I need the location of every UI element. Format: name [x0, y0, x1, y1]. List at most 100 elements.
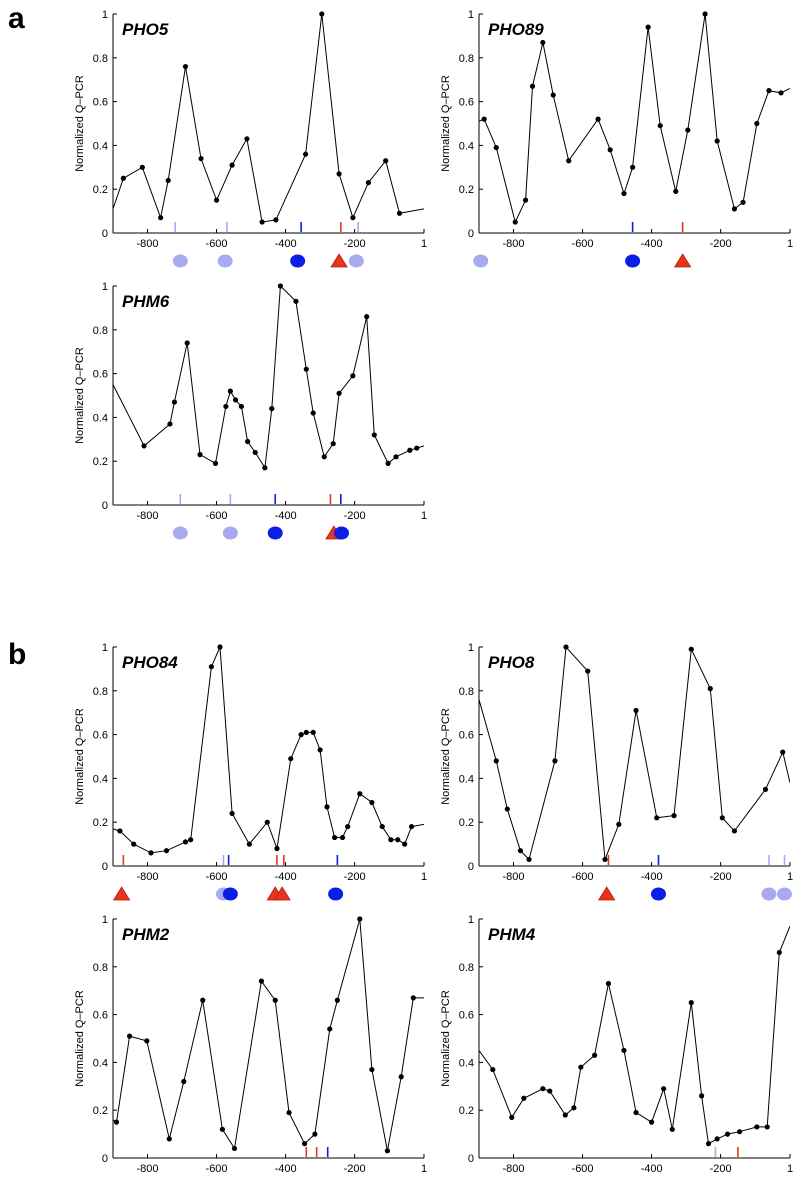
data-point — [252, 449, 258, 456]
y-tick-label: 0.6 — [459, 97, 474, 109]
data-point — [272, 997, 278, 1003]
y-tick-label: 1 — [102, 642, 108, 654]
data-point — [197, 452, 203, 458]
data-point — [269, 406, 275, 412]
data-point — [246, 841, 252, 847]
data-point — [493, 758, 499, 764]
data-point — [273, 217, 279, 223]
y-tick-label: 0.6 — [93, 1010, 108, 1022]
data-point — [705, 1141, 712, 1147]
x-tick-label: 1 — [787, 238, 793, 250]
data-point — [227, 388, 233, 394]
data-point — [365, 180, 372, 186]
data-point — [286, 1109, 292, 1116]
x-tick-label: -400 — [275, 1163, 297, 1175]
data-point — [630, 164, 636, 170]
data-point — [724, 1131, 731, 1137]
chart-title: PHM2 — [122, 925, 170, 944]
x-tick-label: -600 — [206, 510, 228, 522]
data-point — [395, 837, 401, 843]
data-point — [131, 841, 137, 847]
x-tick-label: -800 — [137, 238, 159, 250]
data-point — [217, 644, 223, 650]
data-point — [369, 1066, 375, 1073]
data-point — [669, 1126, 675, 1132]
x-tick-label: -200 — [344, 510, 366, 522]
red-triangle-marker — [673, 253, 692, 268]
data-point — [657, 123, 663, 129]
data-point — [552, 758, 558, 764]
data-point — [645, 24, 651, 30]
series-line — [113, 284, 424, 470]
data-point — [158, 215, 164, 221]
y-tick-label: 0 — [468, 861, 474, 873]
data-point — [231, 1145, 238, 1152]
y-axis-label: Normalized Q–PCR — [74, 347, 86, 444]
data-point — [737, 1129, 743, 1135]
data-point — [126, 1033, 133, 1039]
data-point — [345, 823, 351, 830]
series-line — [479, 645, 790, 861]
data-point — [229, 162, 235, 168]
red-triangle-marker — [330, 253, 348, 268]
data-point — [288, 756, 294, 762]
data-point — [388, 837, 394, 843]
data-point — [321, 454, 327, 460]
y-tick-label: 1 — [468, 9, 474, 21]
data-point — [139, 164, 145, 170]
data-point — [144, 1038, 150, 1044]
data-point — [688, 1000, 694, 1006]
y-tick-label: 0 — [102, 1153, 108, 1165]
data-point — [562, 1112, 568, 1118]
data-point — [165, 177, 171, 184]
data-point — [336, 171, 342, 177]
chart-pho8: 0 0.2 0.4 0.6 0.8 1 -800 -600 -400 -200 1 Normalize… — [440, 642, 793, 901]
data-point — [117, 828, 123, 834]
data-point — [334, 997, 340, 1003]
chart-phm4: 0 0.2 0.4 0.6 0.8 1 -800 -600 -400 -200 1 Normalize… — [440, 914, 793, 1175]
y-tick-label: 1 — [102, 281, 108, 293]
data-point — [317, 747, 323, 753]
data-point — [259, 219, 265, 225]
data-point — [605, 980, 612, 987]
x-tick-label: -400 — [275, 871, 297, 883]
x-tick-label: -600 — [572, 238, 594, 250]
data-point — [167, 421, 173, 427]
data-point — [654, 815, 660, 821]
data-point — [766, 88, 772, 94]
y-tick-label: 0.4 — [93, 140, 108, 152]
y-tick-label: 0.2 — [459, 817, 474, 829]
data-point — [702, 11, 708, 17]
data-point — [219, 1126, 226, 1132]
x-tick-label: -400 — [275, 238, 297, 250]
data-point — [602, 856, 608, 863]
data-point — [607, 147, 613, 153]
y-tick-label: 1 — [102, 9, 108, 21]
light-oval-marker — [348, 254, 364, 268]
data-point — [762, 786, 769, 792]
data-point — [517, 848, 524, 854]
data-point — [327, 1026, 333, 1032]
data-point — [312, 1131, 318, 1137]
x-tick-label: 1 — [421, 871, 427, 883]
chart-title: PHO89 — [488, 20, 544, 39]
data-point — [780, 749, 786, 755]
x-tick-label: -800 — [137, 871, 159, 883]
y-tick-label: 0.4 — [93, 773, 108, 785]
y-tick-label: 0.4 — [459, 773, 474, 785]
data-point — [385, 460, 391, 466]
data-point — [357, 916, 363, 922]
x-tick-label: -800 — [137, 1163, 159, 1175]
data-point — [595, 116, 601, 122]
chart-pho84: 0 0.2 0.4 0.6 0.8 1 -800 -600 -400 -200 1 Normalize… — [74, 642, 427, 901]
data-point — [229, 810, 235, 817]
y-tick-label: 0.2 — [93, 456, 108, 468]
y-tick-label: 0.2 — [93, 184, 108, 196]
series-line — [479, 13, 790, 224]
chart-title: PHM6 — [122, 292, 170, 311]
x-tick-label: 1 — [421, 238, 427, 250]
y-tick-label: 1 — [102, 914, 108, 926]
data-point — [512, 219, 518, 225]
x-tick-label: 1 — [787, 871, 793, 883]
y-tick-label: 0 — [102, 861, 108, 873]
